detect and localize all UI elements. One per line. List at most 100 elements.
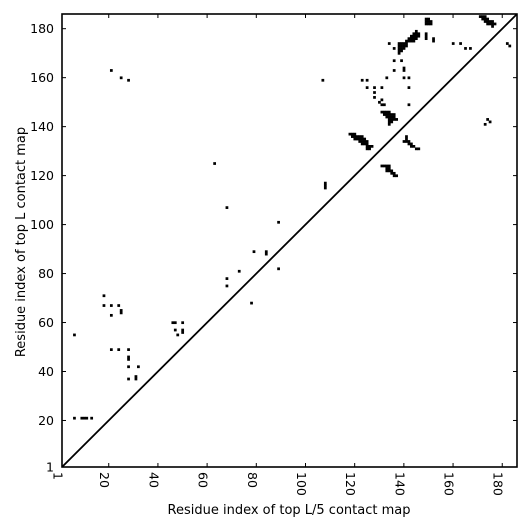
upper-contact-point <box>402 140 406 143</box>
upper-contact-point <box>225 284 229 288</box>
upper-contact-point <box>400 44 403 48</box>
upper-contact-point <box>424 22 428 26</box>
upper-contact-point <box>365 147 369 151</box>
upper-contact-point <box>353 135 357 138</box>
upper-contact-point <box>225 277 229 280</box>
upper-contact-point <box>387 42 391 45</box>
upper-contact-point <box>405 44 408 48</box>
x-tick-label: 1 <box>51 472 66 480</box>
lower-contact-point <box>127 365 130 369</box>
upper-contact-point <box>370 145 374 148</box>
y-tick-label: 180 <box>30 21 54 36</box>
upper-contact-point <box>382 164 386 168</box>
diagonal-line <box>61 13 518 468</box>
upper-contact-point <box>390 115 394 119</box>
upper-contact-point <box>402 66 406 70</box>
upper-contact-point <box>252 250 256 254</box>
upper-contact-point <box>277 267 280 271</box>
upper-contact-point <box>491 20 494 23</box>
upper-contact-point <box>387 167 391 170</box>
upper-contact-point <box>385 164 389 168</box>
x-axis-ticks: 1 20 40 60 80 100 120 140 160 180 <box>51 14 506 496</box>
x-tick-label: 80 <box>245 472 260 488</box>
x-tick-label: 160 <box>442 472 457 496</box>
y-tick-label: 160 <box>30 70 54 85</box>
x-tick-label: 20 <box>97 472 112 488</box>
upper-contact-point <box>387 120 391 124</box>
upper-contact-point <box>390 120 394 124</box>
lower-contact-point <box>90 416 94 420</box>
upper-contact-point <box>424 32 428 36</box>
upper-contact-point <box>395 118 399 121</box>
upper-contact-point <box>414 29 418 33</box>
upper-contact-point <box>488 20 492 23</box>
upper-contact-point <box>360 142 364 146</box>
upper-contact-point <box>414 32 418 36</box>
upper-contact-point <box>382 113 386 116</box>
upper-contact-point <box>407 140 411 143</box>
upper-contact-point <box>451 42 455 45</box>
upper-contact-point <box>402 42 406 45</box>
upper-contact-point <box>481 17 485 21</box>
upper-contact-point <box>491 25 494 28</box>
y-tick-label: 40 <box>38 364 54 379</box>
lower-contact-point <box>127 348 130 351</box>
lower-contact-point <box>134 377 138 381</box>
plot-frame <box>61 13 518 468</box>
upper-contact-point <box>412 39 416 43</box>
upper-contact-point <box>365 78 369 82</box>
upper-contact-point <box>387 113 391 116</box>
upper-contact-point <box>373 91 376 94</box>
x-tick-label: 100 <box>294 472 309 496</box>
upper-contact-point <box>127 78 130 82</box>
upper-contact-point <box>488 120 492 124</box>
upper-contact-point <box>392 69 396 72</box>
upper-contact-point <box>505 42 509 45</box>
upper-contact-point <box>397 47 401 50</box>
upper-contact-point <box>277 220 280 224</box>
upper-contact-point <box>387 110 391 114</box>
upper-contact-point <box>432 37 435 41</box>
upper-contact-point <box>385 169 389 173</box>
upper-contact-point <box>380 98 384 102</box>
upper-contact-point <box>225 206 229 209</box>
upper-contact-point <box>373 86 376 89</box>
upper-contact-point <box>488 22 492 26</box>
upper-contact-point <box>378 100 381 104</box>
upper-contact-point <box>486 118 490 121</box>
y-tick-label: 140 <box>30 119 54 134</box>
upper-contact-point <box>412 34 416 38</box>
upper-contact-point <box>321 78 325 82</box>
upper-contact-point <box>483 17 487 21</box>
lower-contact-point <box>134 375 138 378</box>
upper-contact-point <box>508 44 512 48</box>
upper-contact-point <box>360 135 364 138</box>
lower-contact-point <box>102 304 106 307</box>
upper-contact-point <box>400 42 403 45</box>
upper-contact-point <box>360 78 364 82</box>
lower-contact-point <box>109 313 113 317</box>
upper-contact-point <box>405 42 408 45</box>
upper-contact-point <box>392 118 396 121</box>
upper-contact-point <box>365 145 369 148</box>
lower-contact-point <box>109 348 113 351</box>
upper-contact-point <box>402 69 406 72</box>
upper-contact-point <box>385 115 389 119</box>
upper-contact-point <box>405 140 408 143</box>
upper-contact-point <box>392 59 396 63</box>
upper-contact-point <box>380 164 384 168</box>
upper-contact-point <box>119 76 123 80</box>
upper-contact-point <box>390 118 394 121</box>
upper-contact-point <box>486 22 490 26</box>
y-tick-label: 1 <box>46 460 54 475</box>
upper-contact-point <box>412 37 416 41</box>
upper-contact-point <box>400 49 403 53</box>
upper-contact-point <box>368 147 371 151</box>
upper-contact-point <box>323 186 327 190</box>
upper-contact-point <box>390 113 394 116</box>
upper-contact-point <box>402 44 406 48</box>
upper-contact-point <box>407 103 411 107</box>
x-tick-label: 40 <box>146 472 161 488</box>
upper-contact-point <box>355 135 359 138</box>
y-axis-label: Residue index of top L contact map <box>14 127 29 357</box>
